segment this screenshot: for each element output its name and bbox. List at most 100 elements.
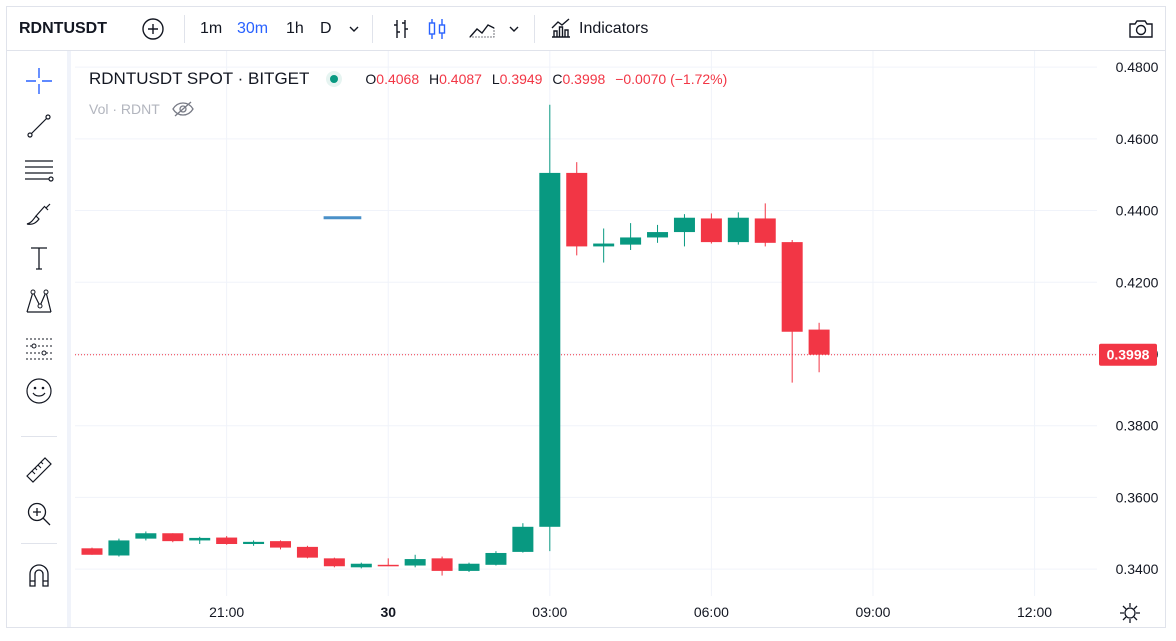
- y-tick-label: 0.4800: [1116, 59, 1159, 75]
- candle-body: [270, 541, 292, 548]
- volume-label[interactable]: Vol · RDNT: [89, 101, 160, 117]
- series-title[interactable]: RDNTUSDT SPOT · BITGET: [89, 69, 310, 88]
- timeframe-1h[interactable]: 1h: [286, 19, 304, 37]
- high-label: H: [429, 71, 440, 87]
- indicators-button[interactable]: Indicators: [549, 7, 648, 50]
- candle-body: [673, 217, 695, 233]
- candle-body: [243, 541, 265, 545]
- open-label: O: [365, 71, 377, 87]
- series-legend: RDNTUSDT SPOT · BITGET O0.4068 H0.4087 L…: [89, 68, 727, 90]
- y-tick-label: 0.3400: [1116, 561, 1159, 577]
- candles-style-button[interactable]: [425, 7, 449, 50]
- screenshot-button[interactable]: [1127, 7, 1155, 50]
- timeframe-1m[interactable]: 1m: [200, 19, 223, 37]
- close-label: C: [552, 71, 563, 87]
- indicators-label: Indicators: [579, 19, 649, 37]
- candle-body: [566, 172, 588, 247]
- last-price-badge: [1099, 343, 1157, 366]
- low-label: L: [491, 71, 500, 87]
- bar-style-icon: [394, 19, 408, 38]
- price-axis[interactable]: 0.48000.46000.44000.42000.40000.38000.36…: [1097, 51, 1165, 596]
- close-value: 0.3998: [562, 71, 606, 87]
- trend-line-icon: [27, 114, 51, 138]
- candle-body: [754, 218, 776, 243]
- forecast-icon: [26, 338, 52, 360]
- area-style-button[interactable]: [468, 7, 496, 50]
- candle-body: [727, 217, 749, 243]
- zoom-in-icon: [27, 502, 51, 526]
- measure-tool[interactable]: [23, 454, 55, 486]
- price-chart-pane[interactable]: [75, 51, 1097, 596]
- x-tick-label: 03:00: [532, 604, 567, 620]
- text-tool[interactable]: [23, 242, 55, 274]
- timeframe-30m[interactable]: 30m: [237, 19, 269, 37]
- x-tick-label: 30: [380, 604, 396, 620]
- candle-body: [377, 564, 399, 567]
- toolbar-divider: [372, 15, 373, 43]
- x-tick-label: 12:00: [1017, 604, 1052, 620]
- y-tick-label: 0.4200: [1116, 274, 1159, 290]
- candle-body: [808, 329, 830, 355]
- last-price-text: 0.3998: [1107, 347, 1150, 363]
- toolbar-divider: [184, 15, 185, 43]
- chevron-down-icon: [349, 26, 359, 32]
- symbol-search-button[interactable]: RDNTUSDT: [19, 7, 107, 50]
- candle-body: [189, 537, 211, 541]
- fib-tool[interactable]: [23, 154, 55, 186]
- crosshair-tool[interactable]: [23, 65, 55, 97]
- time-axis[interactable]: 21:00 30 03:00 06:00 09:00 12:00: [75, 596, 1097, 628]
- chart-style-menu-button[interactable]: [507, 7, 521, 50]
- magnet-tool[interactable]: [23, 559, 55, 591]
- candle-body: [700, 218, 722, 243]
- candle-body: [216, 537, 238, 545]
- emoji-icon: [26, 378, 52, 404]
- indicators-icon: [551, 17, 570, 38]
- sidebar-divider: [21, 436, 57, 437]
- candle-body: [593, 243, 615, 247]
- chevron-down-icon: [509, 26, 519, 32]
- add-symbol-icon: [142, 17, 164, 40]
- brush-icon: [26, 203, 51, 225]
- price-change: −0.0070 (−1.72%): [615, 71, 728, 87]
- bars-style-button[interactable]: [389, 7, 413, 50]
- candle-body: [781, 242, 803, 332]
- pattern-tool[interactable]: [23, 286, 55, 318]
- emoji-tool[interactable]: [23, 375, 55, 407]
- camera-icon: [1129, 19, 1153, 38]
- fib-icon: [25, 160, 54, 182]
- candle-body: [539, 172, 561, 527]
- volume-legend: Vol · RDNT: [89, 99, 194, 119]
- toolbar-divider: [534, 15, 535, 43]
- crosshair-icon: [26, 68, 52, 94]
- candle-body: [296, 546, 318, 558]
- ruler-icon: [26, 457, 52, 483]
- gear-icon: [1120, 603, 1140, 623]
- ohlc-values: O0.4068 H0.4087 L0.3949 C0.3998 −0.0070 …: [365, 71, 727, 87]
- low-value: 0.3949: [499, 71, 543, 87]
- timeframe-menu-button[interactable]: [347, 7, 361, 50]
- candle-body: [162, 533, 184, 542]
- x-tick-label: 06:00: [694, 604, 729, 620]
- compare-add-button[interactable]: [141, 7, 165, 50]
- settings-button[interactable]: [1119, 597, 1141, 629]
- x-tick-label: 09:00: [855, 604, 890, 620]
- candle-body: [512, 526, 534, 552]
- candle-body: [135, 533, 157, 539]
- candle-style-icon: [428, 18, 446, 39]
- zoom-in-tool[interactable]: [23, 498, 55, 530]
- magnet-icon: [29, 564, 49, 587]
- forecast-tool[interactable]: [23, 331, 55, 363]
- candle-body: [485, 552, 507, 565]
- last-price-label: 0.3998: [1099, 343, 1157, 366]
- brush-tool[interactable]: [23, 198, 55, 230]
- candle-body: [431, 558, 453, 571]
- sidebar-divider: [21, 543, 57, 544]
- candle-body: [458, 563, 480, 571]
- eye-hidden-icon[interactable]: [172, 101, 194, 117]
- y-tick-label: 0.3800: [1116, 418, 1159, 434]
- timeframe-d[interactable]: D: [320, 19, 332, 37]
- market-status-icon[interactable]: [325, 70, 343, 88]
- symbol-label: RDNTUSDT: [19, 19, 107, 37]
- high-value: 0.4087: [439, 71, 482, 87]
- trend-line-tool[interactable]: [23, 110, 55, 142]
